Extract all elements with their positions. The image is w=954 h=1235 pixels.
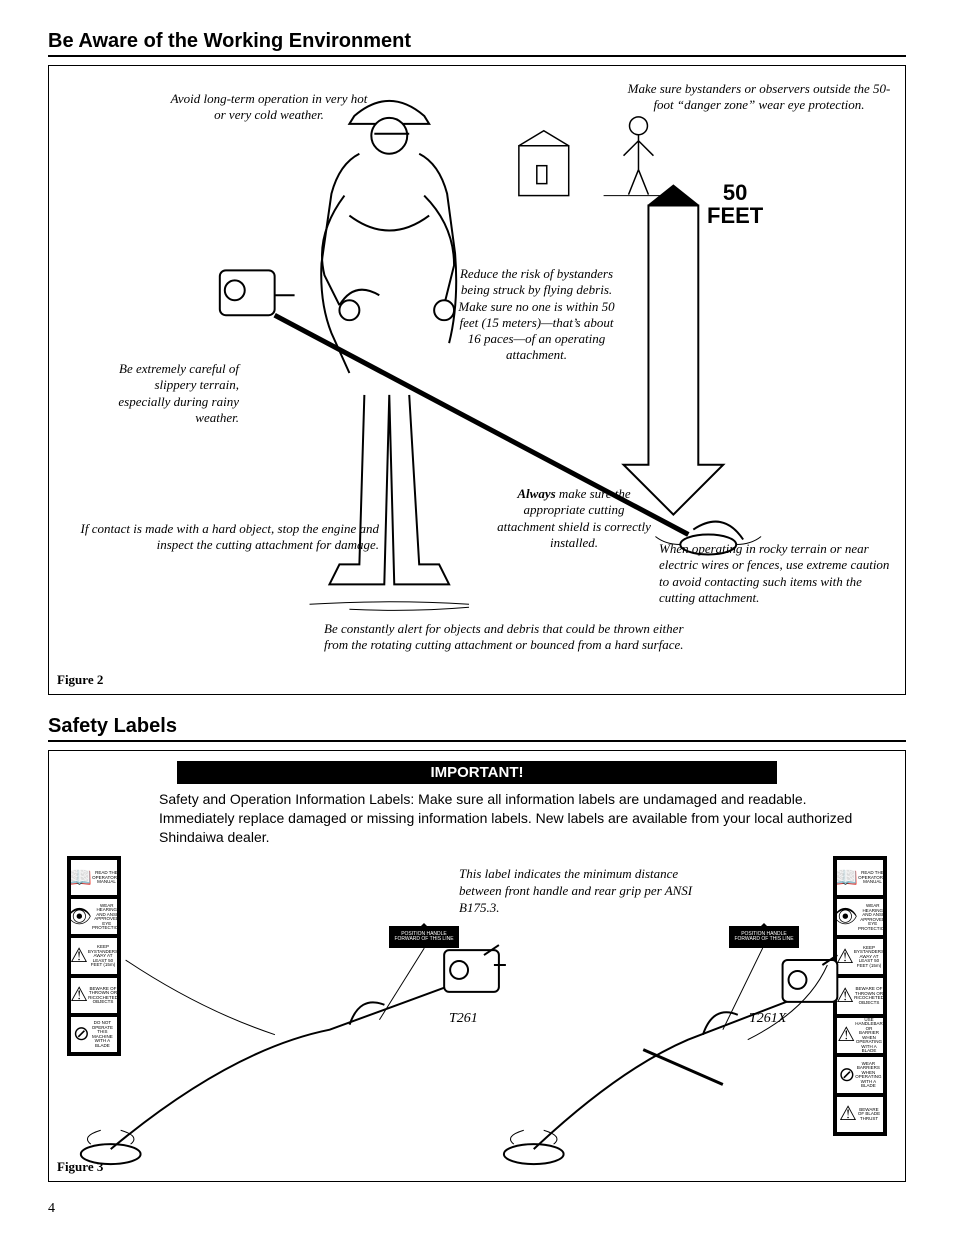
callout-shield-bold: Always [517, 486, 555, 501]
callout-alert: Be constantly alert for objects and debr… [324, 621, 684, 654]
callout-avoid-weather: Avoid long-term operation in very hot or… [164, 91, 374, 124]
figure-2-label: Figure 2 [57, 672, 103, 688]
callout-slippery: Be extremely careful of slippery terrain… [109, 361, 239, 426]
figure-2-box: Avoid long-term operation in very hot or… [48, 65, 906, 695]
model-label-t261x: T261X [749, 1011, 786, 1027]
callout-reduce-risk: Reduce the risk of bystanders being stru… [454, 266, 619, 364]
callout-hard-object: If contact is made with a hard object, s… [69, 521, 379, 554]
page-number: 4 [48, 1201, 55, 1217]
fifty-feet-label: 50FEET [707, 181, 763, 227]
section-heading-safety-labels: Safety Labels [48, 715, 906, 742]
figure-3-label: Figure 3 [57, 1159, 103, 1175]
callout-bystanders-eye: Make sure bystanders or observers outsid… [624, 81, 894, 114]
model-label-t261: T261 [449, 1011, 478, 1027]
figure-3-illustration [49, 751, 905, 1181]
section-heading-environment: Be Aware of the Working Environment [48, 30, 906, 57]
figure-3-box: IMPORTANT! Safety and Operation Informat… [48, 750, 906, 1182]
callout-shield: Always make sure the appropriate cutting… [494, 486, 654, 551]
callout-rocky: When operating in rocky terrain or near … [659, 541, 899, 606]
